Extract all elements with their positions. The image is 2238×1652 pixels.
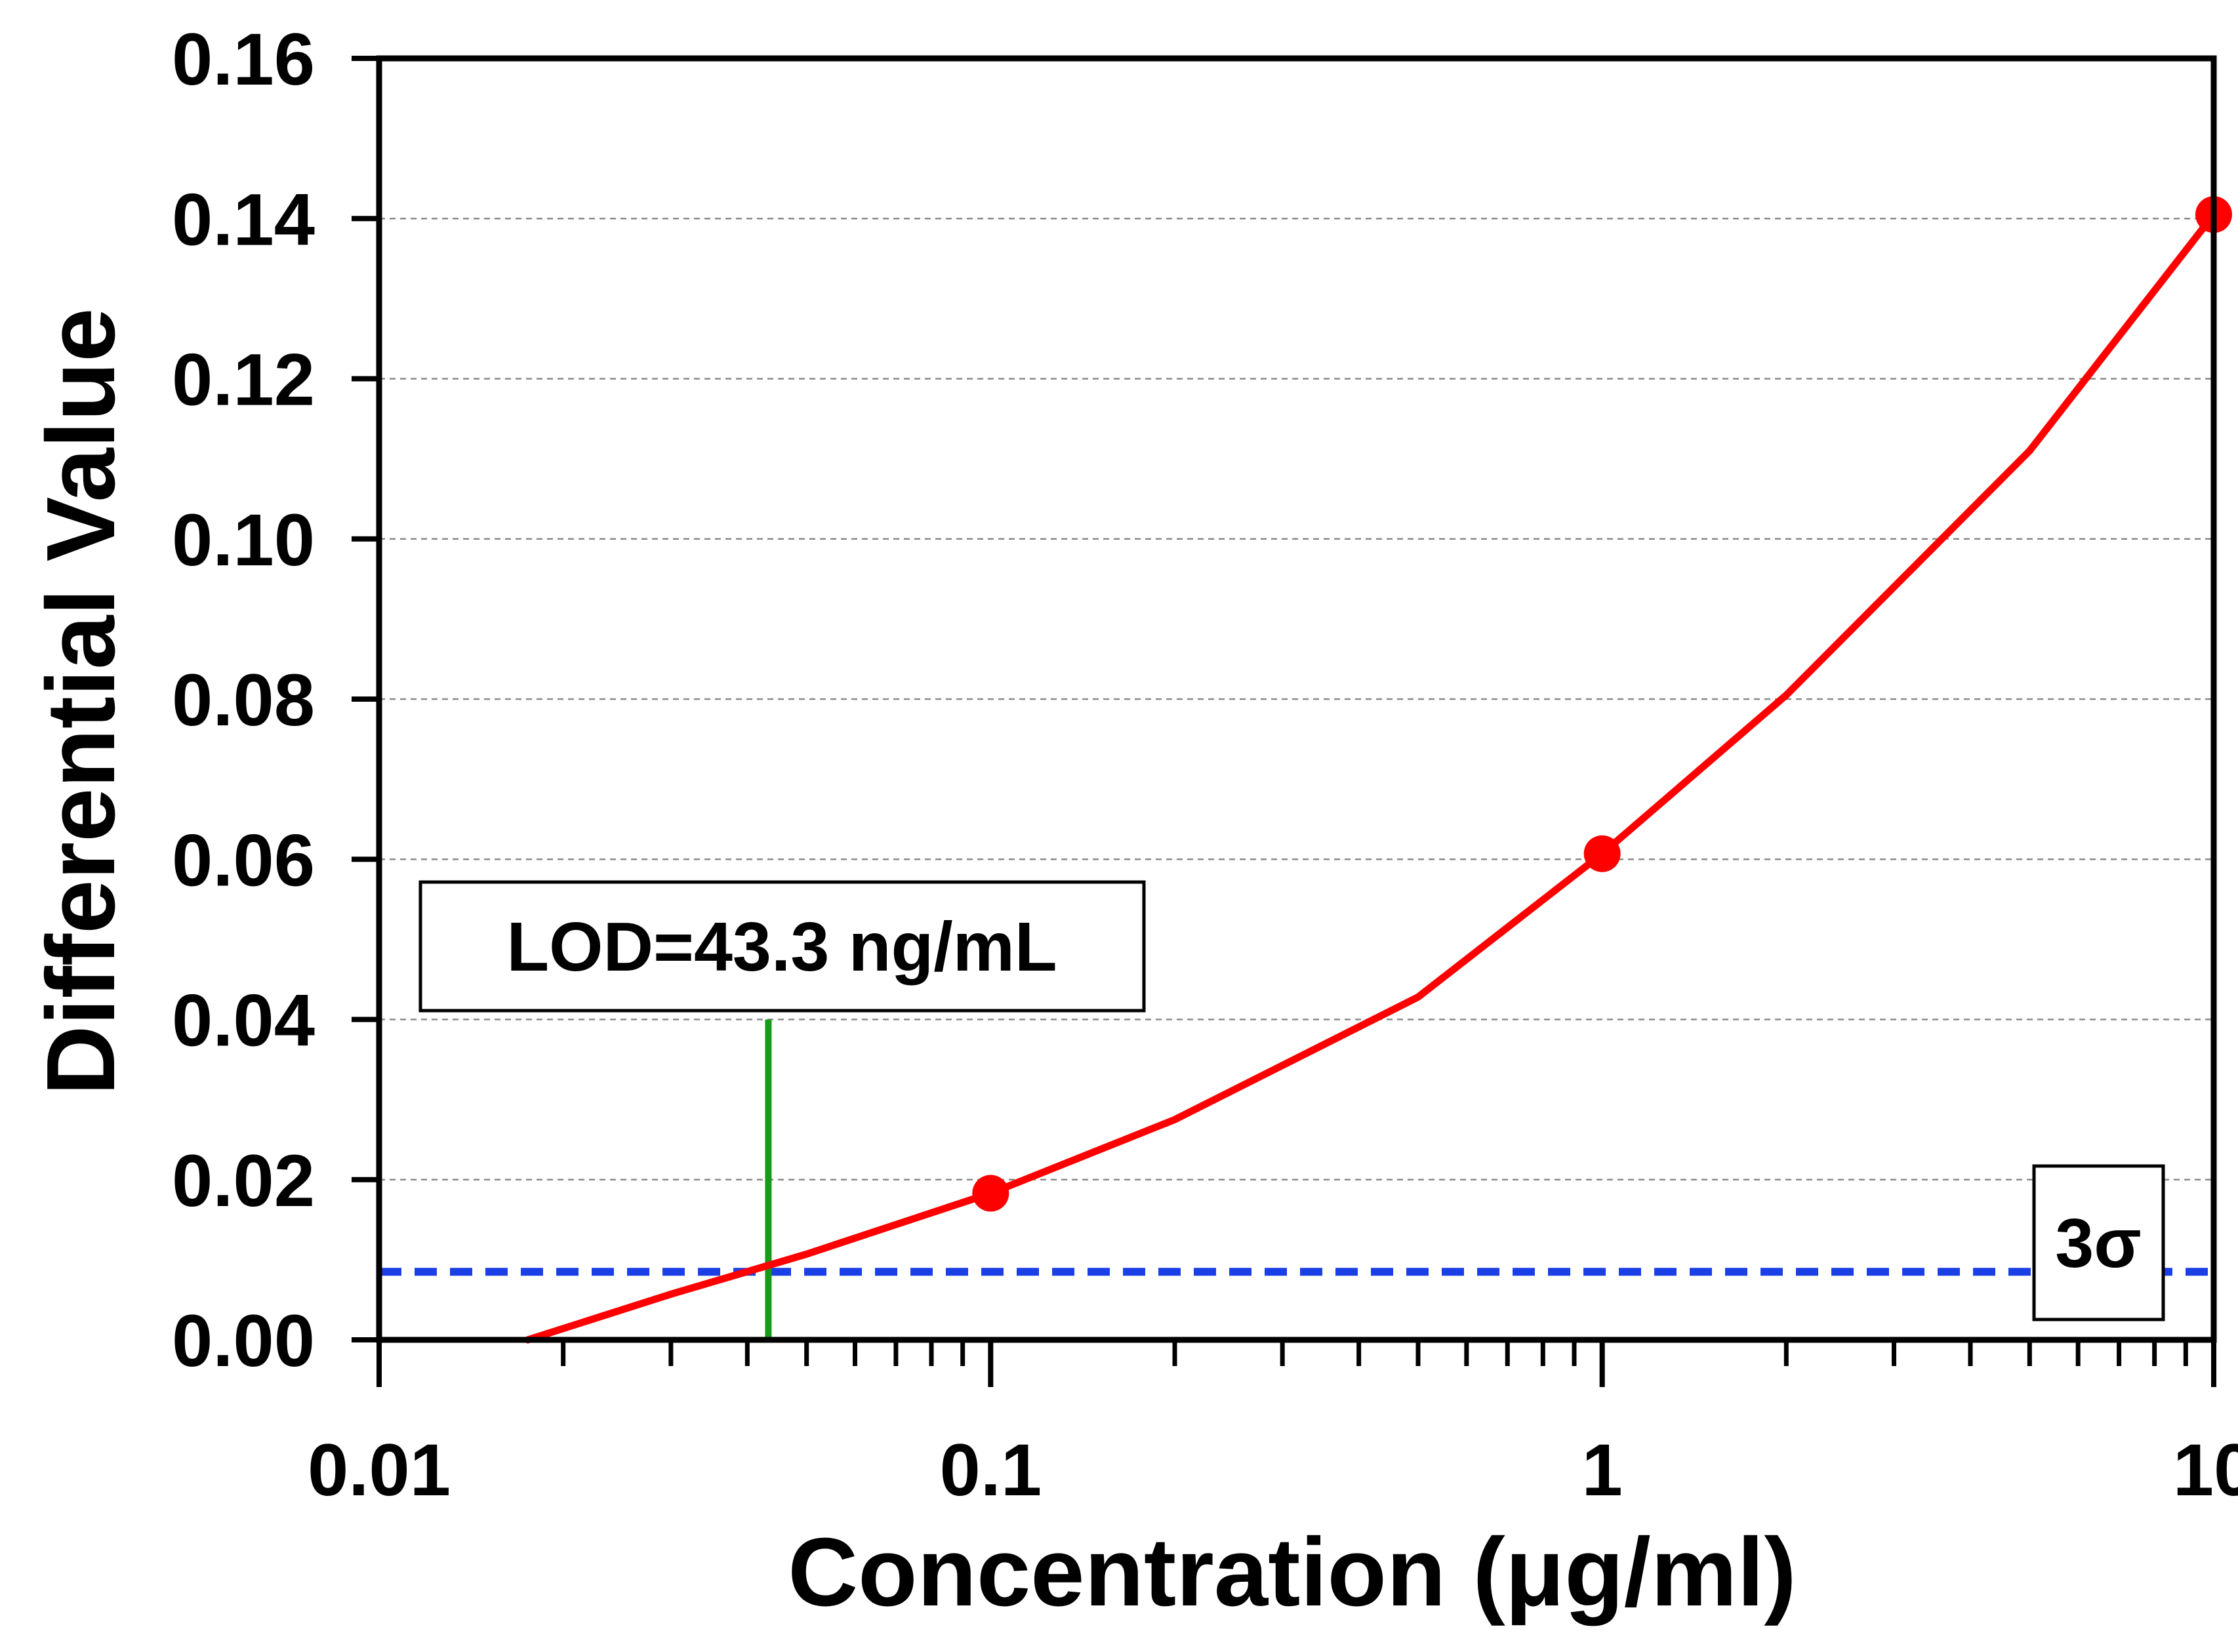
x-minor-ticks <box>561 1340 2188 1366</box>
sigma-box <box>2032 1164 2165 1321</box>
data-points <box>972 196 2232 1212</box>
y-tick-label: 0.08 <box>172 659 315 741</box>
y-tick-label: 0.16 <box>172 18 315 100</box>
data-point <box>972 1175 1009 1212</box>
lod-box <box>418 880 1146 1013</box>
x-tick-label: 1 <box>1582 1429 1623 1511</box>
y-tick-label: 0.00 <box>172 1300 315 1382</box>
y-tick-label: 0.14 <box>172 178 315 260</box>
lod-label: LOD=43.3 ng/mL <box>506 908 1057 986</box>
data-point <box>1583 835 1621 872</box>
axis-ticks: 0.00 0.02 0.04 0.06 0.08 0.10 0.12 0.14 0.16 0.01… <box>172 18 2238 1511</box>
x-tick-label: 10 <box>2173 1429 2238 1511</box>
sigma-annotation: 3σ <box>2032 1164 2165 1321</box>
y-tick-label: 0.12 <box>172 339 315 421</box>
grid-lines <box>379 218 2214 1180</box>
y-tick-label: 0.10 <box>172 499 315 581</box>
lod-annotation: LOD=43.3 ng/mL <box>418 880 1146 1013</box>
x-axis-label: Concentration (μg/ml) <box>788 1518 1797 1626</box>
plot-frame <box>376 55 2217 1343</box>
y-tick-label: 0.04 <box>172 980 315 1062</box>
plot-series <box>379 196 2232 1344</box>
x-tick-label: 0.1 <box>939 1429 1042 1511</box>
y-tick-label: 0.06 <box>172 819 315 901</box>
y-axis-label: Differential Value <box>27 308 135 1096</box>
y-tick-label: 0.02 <box>172 1140 315 1222</box>
x-tick-label: 0.01 <box>308 1429 451 1511</box>
fit-curve <box>524 211 2218 1344</box>
sigma-label: 3σ <box>2055 1205 2141 1282</box>
